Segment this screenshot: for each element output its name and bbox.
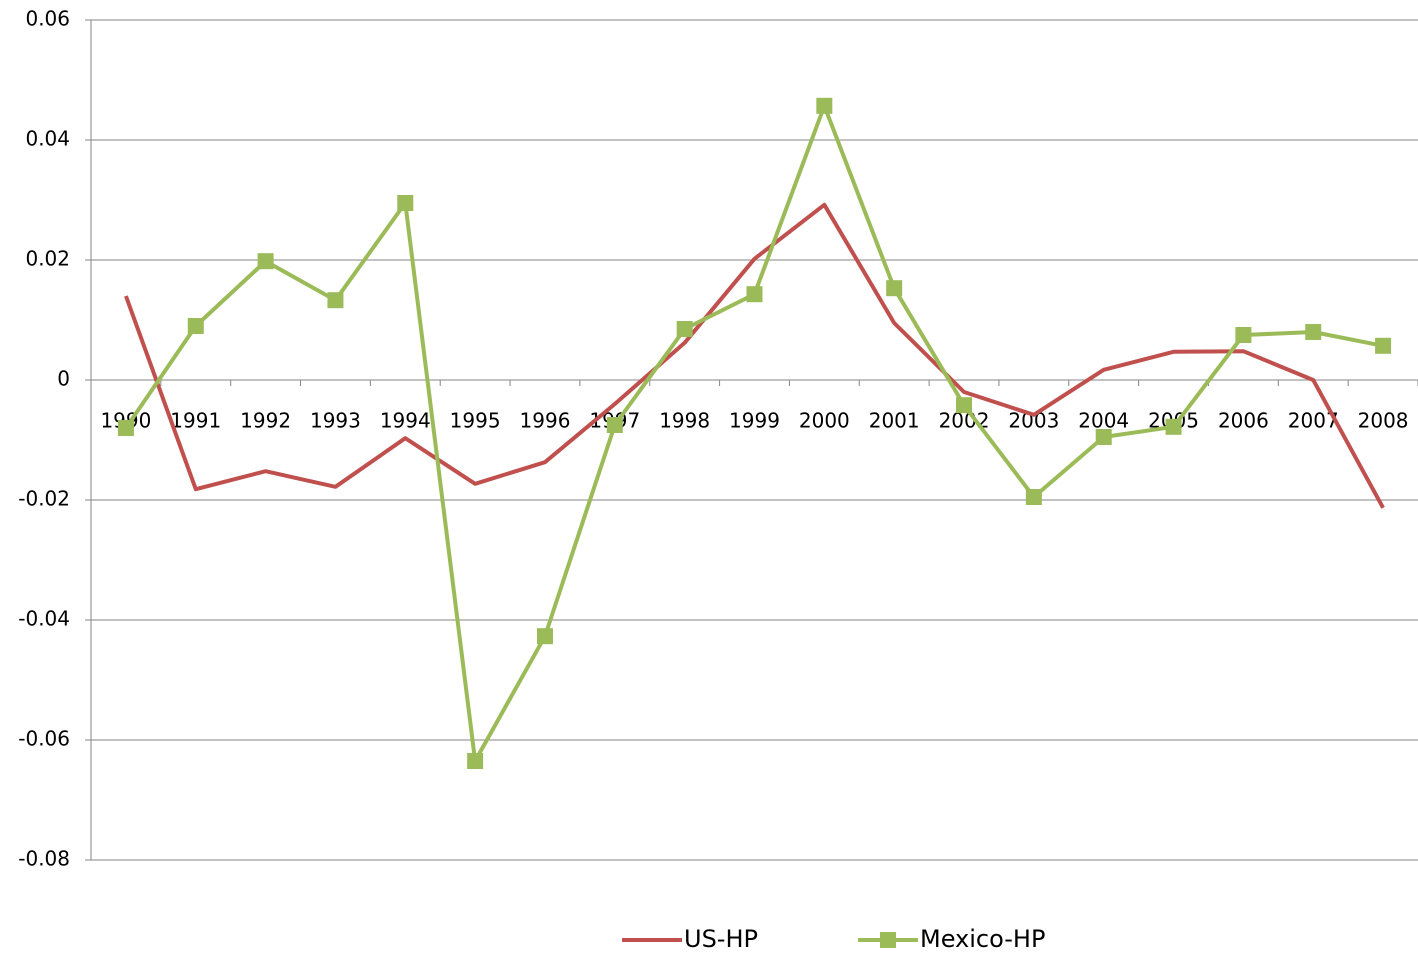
- point-marker: [187, 318, 204, 334]
- x-tick-label: 1992: [240, 409, 291, 433]
- point-marker: [1025, 489, 1042, 505]
- x-tick-label: 2004: [1078, 409, 1129, 433]
- series-line: [124, 202, 1385, 509]
- point-marker: [1095, 429, 1112, 445]
- x-tick-label: 1998: [659, 409, 710, 433]
- x-tick-label: 1996: [520, 409, 571, 433]
- legend-label: US-HP: [684, 925, 758, 953]
- point-marker: [816, 97, 833, 114]
- y-tick-label: -0.06: [18, 727, 70, 751]
- point-marker: [257, 253, 274, 270]
- x-tick-label: 2003: [1008, 409, 1059, 433]
- legend-marker: [880, 932, 896, 948]
- x-tick-label: 1993: [310, 409, 361, 433]
- y-tick-label: -0.02: [18, 487, 70, 511]
- y-tick-label: 0: [57, 367, 70, 391]
- series-line: [124, 103, 1384, 763]
- point-marker: [1305, 324, 1322, 340]
- x-tick-label: 1994: [380, 409, 431, 433]
- point-marker: [397, 195, 414, 211]
- x-tick-label: 1995: [450, 409, 501, 433]
- y-tick-label: -0.08: [18, 847, 70, 871]
- x-tick-label: 2000: [799, 409, 850, 433]
- point-marker: [886, 280, 903, 297]
- y-tick-label: 0.06: [25, 7, 70, 31]
- point-marker: [1165, 418, 1182, 435]
- x-tick-label: 2008: [1358, 409, 1409, 433]
- y-tick-label: 0.02: [25, 247, 70, 271]
- point-marker: [676, 321, 693, 337]
- x-tick-label: 1991: [170, 409, 221, 433]
- point-marker: [606, 417, 623, 433]
- x-tick-label: 1999: [729, 409, 780, 433]
- point-marker: [1235, 327, 1252, 343]
- x-tick-label: 2001: [869, 409, 920, 433]
- x-tick-label: 2006: [1218, 409, 1269, 433]
- point-marker: [327, 292, 344, 309]
- point-marker: [956, 397, 973, 414]
- point-marker: [1375, 337, 1392, 354]
- y-tick-label: 0.04: [25, 127, 70, 151]
- point-marker: [467, 753, 484, 769]
- point-marker: [746, 286, 763, 303]
- y-tick-label: -0.04: [18, 607, 70, 631]
- point-marker: [536, 628, 553, 645]
- legend-label: Mexico-HP: [920, 925, 1045, 953]
- point-marker: [117, 420, 134, 436]
